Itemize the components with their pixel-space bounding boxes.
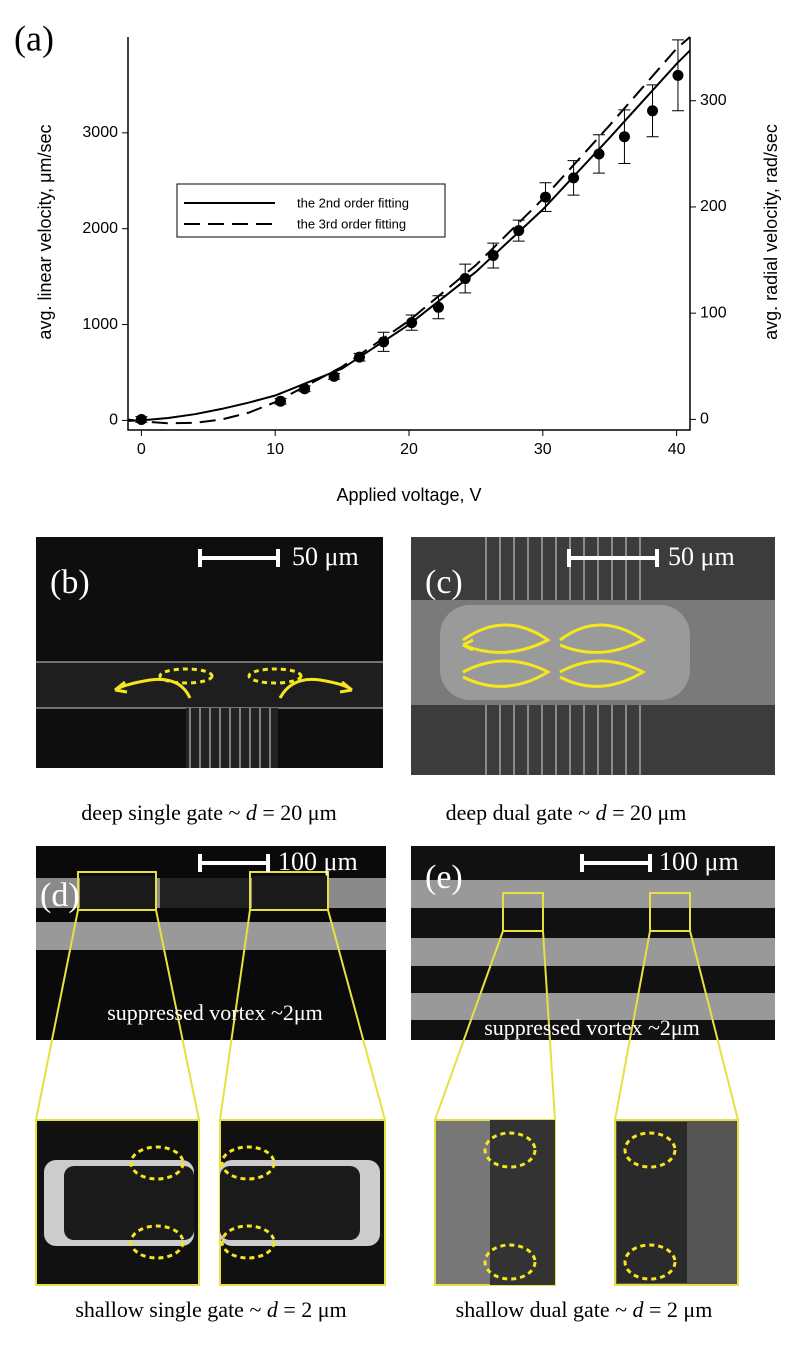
panel-label: (e) [425, 859, 463, 896]
channel [36, 922, 386, 950]
vortex-region [220, 1166, 360, 1240]
y2-tick-label: 200 [700, 198, 727, 215]
vortex [623, 1131, 677, 1169]
data-point [328, 370, 340, 382]
zoom-line [35, 909, 386, 1121]
zoom-line [434, 930, 739, 1121]
data-point [432, 301, 444, 313]
gate [160, 878, 250, 908]
scale-label: 100 μm [659, 847, 739, 876]
panel-label: (c) [425, 564, 463, 601]
y-tick-label: 0 [109, 412, 118, 429]
zoom-box [249, 871, 329, 911]
data-point [459, 273, 471, 285]
x-axis-label: Applied voltage, V [336, 485, 481, 505]
vortex [247, 667, 303, 685]
vortex-region [80, 876, 156, 910]
vortex-region [490, 1120, 555, 1285]
vortex-region [64, 1166, 194, 1240]
caption: deep single gate ~ d = 20 μm [81, 800, 336, 825]
y2-tick-label: 0 [700, 411, 709, 428]
data-point [487, 250, 499, 262]
vortex [220, 1145, 276, 1181]
vortex [623, 1243, 677, 1281]
panel-label: (a) [14, 18, 54, 58]
y2-tick-label: 300 [700, 92, 727, 109]
vortex-region [252, 876, 328, 910]
channel [411, 938, 775, 966]
vortex-arrow [559, 659, 647, 688]
data-point [513, 225, 525, 237]
data-point [135, 413, 147, 425]
vortex-region [617, 1122, 687, 1283]
panel-b: (b) 50 μm [36, 537, 383, 768]
scale-bar [198, 854, 270, 872]
vortex-arrow [462, 623, 551, 654]
x-tick-label: 0 [137, 441, 146, 458]
x-tick-label: 30 [534, 441, 552, 458]
data-point [593, 148, 605, 160]
y-tick-label: 1000 [82, 316, 118, 333]
scale-bar [567, 549, 659, 567]
vortex [220, 1224, 276, 1260]
scale-label: 50 μm [668, 542, 735, 571]
vortex-arrow [278, 677, 353, 699]
gate-electrodes [189, 708, 271, 768]
scale-label: 50 μm [292, 542, 359, 571]
panel-label: (b) [50, 564, 90, 601]
legend: the 2nd order fitting the 3rd order fitt… [176, 183, 446, 238]
data-point [672, 69, 684, 81]
zoom-box [649, 892, 691, 932]
bright-region [440, 605, 690, 700]
channel [36, 662, 383, 708]
overlay-label: suppressed vortex ~2μm [484, 1015, 700, 1040]
gate [186, 708, 278, 768]
x-tick-label: 10 [266, 441, 284, 458]
scale-bar [580, 854, 652, 872]
vortex-arrow [462, 659, 552, 688]
channel [411, 880, 775, 908]
vortex [483, 1243, 537, 1281]
legend-entry: the 2nd order fitting [297, 195, 409, 210]
caption: deep dual gate ~ d = 20 μm [446, 800, 687, 825]
y-tick-label: 3000 [82, 124, 118, 141]
caption: shallow single gate ~ d = 2 μm [75, 1297, 346, 1322]
legend-entry: the 3rd order fitting [297, 216, 406, 231]
y2-axis-label: avg. radial velocity, rad/sec [761, 124, 781, 340]
zoom-box [77, 871, 157, 911]
caption: shallow dual gate ~ d = 2 μm [456, 1297, 713, 1322]
data-point [353, 351, 365, 363]
vortex [158, 667, 214, 685]
panel-e: (e) 100 μm suppressed vortex ~2μm [411, 846, 775, 1286]
x-tick-label: 20 [400, 441, 418, 458]
vortex [129, 1224, 185, 1260]
x-tick-label: 40 [668, 441, 686, 458]
panel-c: (c) 50 μm [411, 537, 775, 775]
data-point [647, 105, 659, 117]
vortex [129, 1145, 185, 1181]
panel-d: (d) 100 μm suppressed vortex ~2μm [35, 846, 386, 1286]
zoom-box [502, 892, 544, 932]
data-point [299, 383, 311, 395]
panel-label: (d) [40, 877, 80, 914]
scale-label: 100 μm [278, 847, 358, 876]
vortex-arrow [559, 623, 646, 654]
gate-electrodes [485, 537, 641, 775]
overlay-label: suppressed vortex ~2μm [107, 1000, 323, 1025]
data-point [568, 172, 580, 184]
data-point [275, 395, 287, 407]
vortex [483, 1131, 537, 1169]
y-axis-label: avg. linear velocity, μm/sec [35, 124, 55, 339]
data-point [539, 191, 551, 203]
data-point [378, 336, 390, 348]
data-point [618, 131, 630, 143]
vortex-arrow [114, 677, 192, 699]
data-point [406, 317, 418, 329]
legend-box [176, 183, 446, 238]
y2-tick-label: 100 [700, 304, 727, 321]
y-tick-label: 2000 [82, 220, 118, 237]
scale-bar [198, 549, 280, 567]
